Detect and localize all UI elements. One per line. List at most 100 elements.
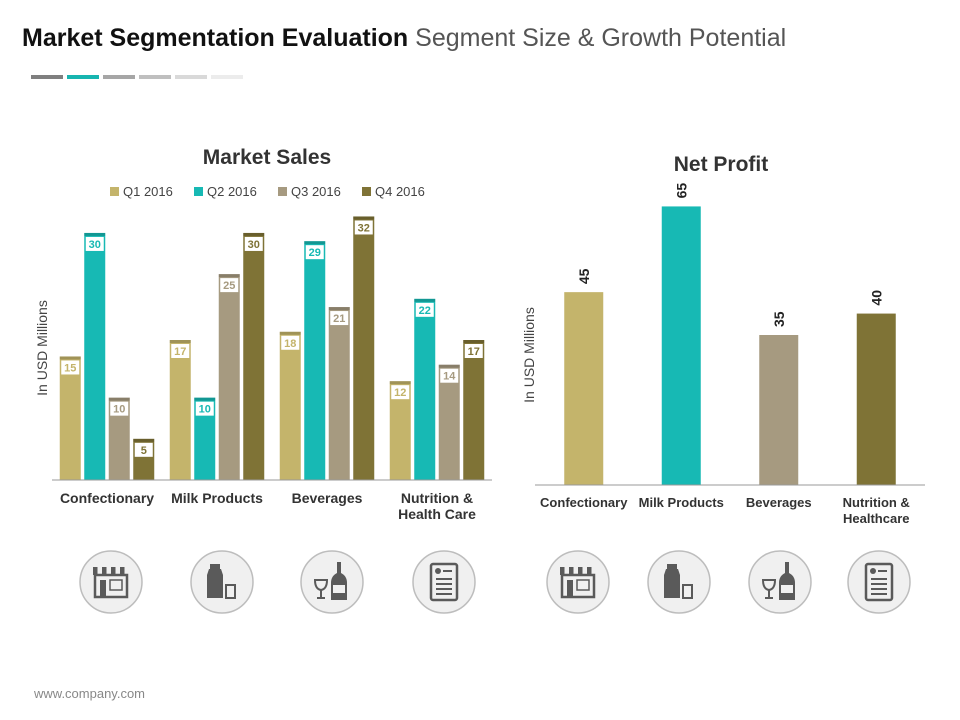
data-label: 29 <box>309 247 321 259</box>
bar-top-edge <box>304 241 326 245</box>
bar-top-edge <box>169 340 191 343</box>
data-label-box <box>110 401 129 416</box>
legend-label: Q3 2016 <box>291 184 341 199</box>
milk-cap <box>667 564 677 569</box>
category-label: Nutrition & <box>401 490 473 506</box>
icon-circle <box>412 550 476 614</box>
bar-top-edge <box>84 232 106 236</box>
accent-segment <box>211 75 243 79</box>
data-label-box <box>134 442 153 457</box>
y-axis-label: In USD Millions <box>34 300 50 396</box>
bar-top-edge <box>194 397 216 401</box>
bar <box>759 335 799 485</box>
milk-icon <box>190 550 254 614</box>
accent-segment <box>103 75 135 79</box>
data-label: 10 <box>199 404 211 416</box>
store-window <box>109 579 123 591</box>
data-label-box <box>464 344 483 358</box>
milk-cap <box>210 564 220 569</box>
milk-icon <box>647 550 711 614</box>
category-label: Confectionary <box>540 495 628 510</box>
page-title: Market Segmentation Evaluation Segment S… <box>22 24 786 53</box>
bar-top-edge <box>438 364 460 368</box>
data-label: 10 <box>113 404 125 416</box>
data-label: 15 <box>64 362 76 374</box>
accent-segment <box>31 75 63 79</box>
bar <box>194 397 216 480</box>
data-label-box <box>330 311 349 326</box>
awning-stripe <box>115 567 120 575</box>
footer-url: www.company.com <box>34 686 146 701</box>
legend-swatch <box>278 187 287 196</box>
data-label-box <box>244 236 263 251</box>
bar <box>218 274 240 480</box>
bar <box>279 331 301 480</box>
y-axis-label: In USD Millions <box>521 307 537 403</box>
bar-top-edge <box>218 274 240 278</box>
category-label: Confectionary <box>60 490 154 506</box>
legend-label: Q1 2016 <box>123 184 173 199</box>
data-label-box <box>61 360 80 375</box>
legend-swatch <box>110 187 119 196</box>
bar <box>856 313 896 485</box>
data-label: 14 <box>443 371 456 383</box>
bar-top-edge <box>133 438 155 442</box>
category-label: Beverages <box>746 495 812 510</box>
awning-stripe <box>582 567 587 575</box>
store-body <box>560 573 596 599</box>
store-icon <box>546 550 610 614</box>
menu-icon <box>847 550 911 614</box>
menu-card <box>864 562 894 602</box>
menu-bullet <box>870 568 876 574</box>
data-label-box <box>391 385 410 400</box>
menu-bullet <box>435 568 441 574</box>
data-label: 65 <box>673 183 689 199</box>
data-label-box <box>305 245 324 260</box>
chart-title: Market Sales <box>203 146 331 169</box>
bar <box>463 340 485 480</box>
data-label: 32 <box>358 222 370 234</box>
data-label-box <box>195 401 214 416</box>
bar <box>414 298 436 480</box>
bar-top-edge <box>414 298 436 302</box>
wine-glass <box>761 579 777 592</box>
data-label: 45 <box>576 268 592 284</box>
milk-glass <box>682 584 693 599</box>
icon-circle <box>546 550 610 614</box>
accent-segment <box>175 75 207 79</box>
milk-bottle <box>664 569 680 598</box>
bar <box>438 364 460 480</box>
category-label: Nutrition & <box>843 495 910 510</box>
data-label: 18 <box>284 338 296 350</box>
bar-top-edge <box>463 340 485 343</box>
data-label: 17 <box>468 346 480 358</box>
bar <box>59 356 81 480</box>
bar <box>661 206 701 485</box>
bar-top-edge <box>328 307 350 311</box>
legend-label: Q4 2016 <box>375 184 425 199</box>
page-title-sub: Segment Size & Growth Potential <box>415 24 787 52</box>
awning-stripe <box>564 567 569 575</box>
awning-stripe <box>97 567 102 575</box>
bar <box>84 232 106 480</box>
data-label: 40 <box>868 290 884 306</box>
bar <box>108 397 130 480</box>
milk-bottle <box>207 569 223 598</box>
milk-glass <box>225 584 236 599</box>
awning-stripe <box>106 567 111 575</box>
store-body <box>93 573 129 599</box>
awning-stripe <box>573 567 578 575</box>
data-label: 17 <box>174 346 186 358</box>
awning-stripe <box>591 567 596 575</box>
store-icon <box>79 550 143 614</box>
wine-glass <box>313 579 329 592</box>
data-label: 12 <box>394 387 406 399</box>
bar-top-edge <box>108 397 130 401</box>
legend-swatch <box>362 187 371 196</box>
data-label-box <box>85 236 104 251</box>
bar-top-edge <box>59 356 81 360</box>
bar <box>304 241 326 480</box>
data-label: 30 <box>248 239 260 251</box>
bar-top-edge <box>243 232 265 236</box>
